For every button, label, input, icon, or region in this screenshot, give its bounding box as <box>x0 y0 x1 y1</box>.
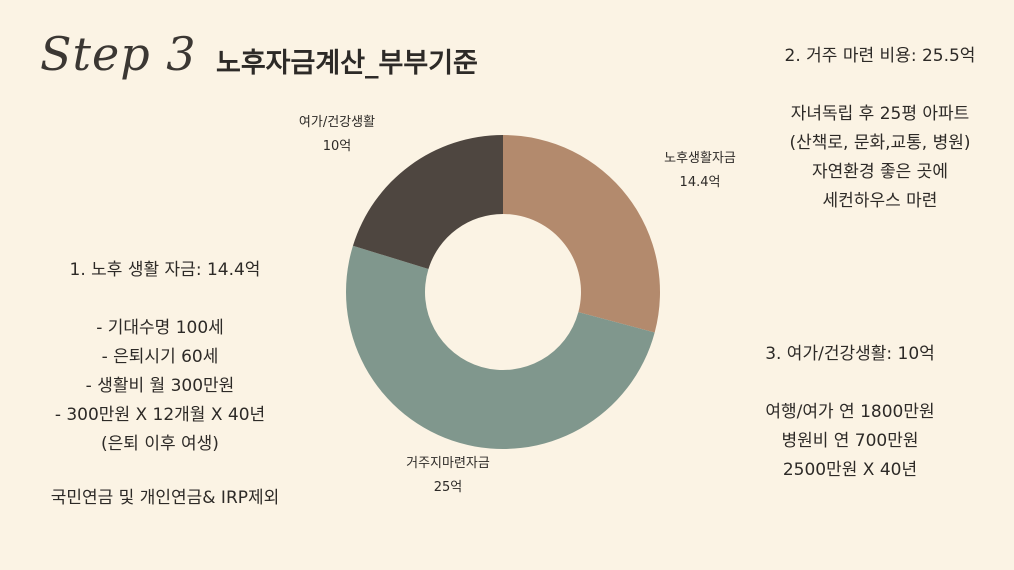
slice-value-label: 25억 <box>434 480 463 495</box>
pension-exclusion-note: 국민연금 및 개인연금& IRP제외 <box>50 488 280 508</box>
page-title: 노후자금계산_부부기준 <box>216 48 478 79</box>
detail-line: (은퇴 이후 여생) <box>101 434 219 454</box>
detail-line: 자녀독립 후 25평 아파트 <box>790 104 970 124</box>
leisure-health-heading: 3. 여가/건강생활: 10억 <box>765 344 935 364</box>
detail-line: 2500만원 X 40년 <box>782 460 918 480</box>
slice-category-label: 여가/건강생활 <box>299 115 375 130</box>
slice-category-label: 거주지마련자금 <box>406 456 490 471</box>
detail-line: - 생활비 월 300만원 <box>85 376 235 396</box>
detail-line: - 은퇴시기 60세 <box>101 347 219 367</box>
retirement-living-details: - 기대수명 100세 - 은퇴시기 60세 - 생활비 월 300만원 - 3… <box>30 314 290 459</box>
slice-value-label: 14.4억 <box>680 175 721 190</box>
detail-line: 병원비 연 700만원 <box>781 431 919 451</box>
detail-line: - 300만원 X 12개월 X 40년 <box>54 405 266 425</box>
housing-details: 자녀독립 후 25평 아파트 (산책로, 문화,교통, 병원) 자연환경 좋은 … <box>760 100 1000 216</box>
slice-value-label: 10억 <box>323 139 352 154</box>
step-title: Step 3 <box>40 27 197 81</box>
detail-line: 자연환경 좋은 곳에 <box>812 162 948 182</box>
donut-slice <box>352 135 503 270</box>
housing-cost-heading: 2. 거주 마련 비용: 25.5억 <box>784 46 976 66</box>
detail-line: (산책로, 문화,교통, 병원) <box>789 133 971 153</box>
detail-line: 세컨하우스 마련 <box>822 191 938 211</box>
leisure-health-details: 여행/여가 연 1800만원 병원비 연 700만원 2500만원 X 40년 <box>730 398 970 485</box>
detail-line: 여행/여가 연 1800만원 <box>765 402 935 422</box>
retirement-living-heading: 1. 노후 생활 자금: 14.4억 <box>69 260 261 280</box>
detail-line: - 기대수명 100세 <box>96 318 224 338</box>
donut-slice <box>503 135 660 333</box>
donut-slice <box>346 245 655 449</box>
slice-category-label: 노후생활자금 <box>664 151 736 166</box>
